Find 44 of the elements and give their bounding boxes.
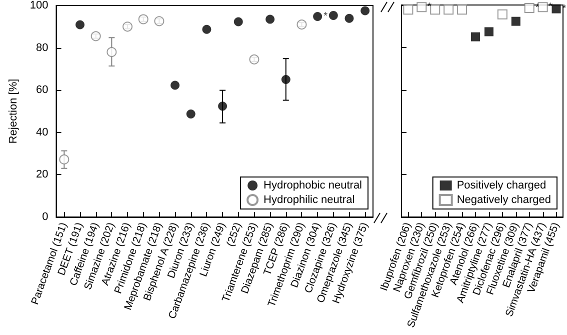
point <box>471 32 480 42</box>
point <box>76 20 85 30</box>
point <box>457 4 468 15</box>
point <box>122 22 133 32</box>
point <box>138 14 148 24</box>
y-axis-title: Rejection [%] <box>8 78 20 144</box>
point <box>249 54 260 64</box>
point <box>430 4 440 15</box>
y-tick-label: 0 <box>42 211 48 223</box>
y-tick-label: 40 <box>36 126 48 138</box>
point <box>218 102 228 111</box>
y-tick-label: 20 <box>36 168 48 181</box>
point <box>538 2 548 12</box>
point <box>170 80 180 90</box>
point <box>202 24 212 34</box>
point <box>497 9 508 20</box>
point <box>416 2 427 12</box>
point <box>281 75 290 84</box>
point <box>313 12 322 21</box>
point <box>328 10 338 20</box>
point <box>106 47 117 58</box>
y-tick-label: 80 <box>36 42 48 54</box>
point <box>296 20 307 30</box>
point <box>186 110 196 118</box>
point <box>266 14 275 24</box>
point <box>154 16 164 26</box>
point <box>360 6 370 16</box>
legend-label: Negatively charged <box>456 194 552 206</box>
y-tick-label: 60 <box>36 84 48 96</box>
legend-label: Hydrophobic neutral <box>264 180 362 192</box>
legend-label: Positively charged <box>456 180 546 192</box>
point <box>403 4 414 15</box>
point <box>552 4 561 14</box>
point <box>444 4 454 15</box>
y-tick-label: 100 <box>30 0 48 12</box>
annotation: * <box>324 11 328 22</box>
point <box>59 154 70 164</box>
point <box>484 27 494 36</box>
point <box>511 16 520 26</box>
point <box>344 14 354 23</box>
legend-label: Hydrophilic neutral <box>264 194 355 206</box>
point <box>90 31 101 42</box>
point <box>524 2 534 13</box>
point <box>234 17 243 26</box>
